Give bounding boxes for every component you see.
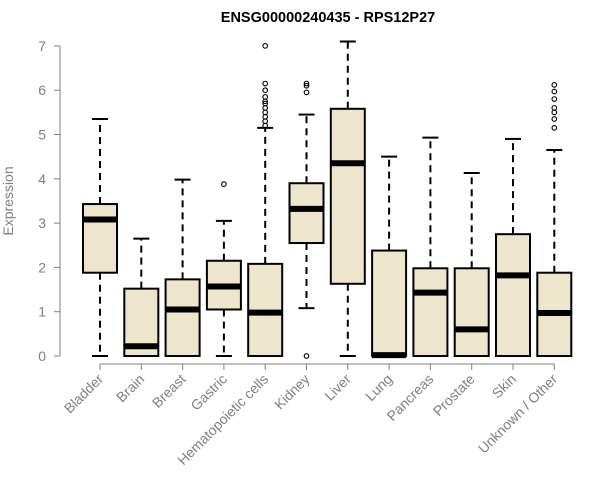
outlier-point: [221, 181, 227, 187]
chart-title: ENSG00000240435 - RPS12P27: [221, 10, 435, 26]
outlier-point: [551, 125, 558, 131]
box-group: [329, 40, 366, 357]
x-tick-label: Lung: [362, 371, 395, 404]
outlier-point: [262, 100, 269, 107]
box-group: [82, 117, 118, 357]
box-group: [371, 155, 408, 359]
y-axis-label: Expression: [0, 166, 16, 235]
boxes: [82, 40, 573, 359]
box-group: [164, 178, 201, 357]
outlier-point: [551, 105, 558, 111]
x-tick-label: Liver: [321, 371, 354, 404]
y-tick-label: 3: [38, 215, 46, 231]
box-group: [247, 43, 284, 357]
x-tick-label: Brain: [113, 371, 147, 405]
x-tick-label: Prostate: [430, 371, 478, 419]
outlier-point: [303, 89, 310, 96]
outlier-point: [262, 80, 269, 87]
y-tick-label: 4: [38, 171, 46, 187]
outlier-point: [262, 87, 269, 94]
box-group: [205, 181, 242, 357]
box-group: [123, 237, 160, 357]
outlier-point: [551, 88, 558, 95]
box-iqr: [453, 267, 490, 358]
box-iqr: [82, 203, 118, 274]
outlier-point: [303, 80, 310, 87]
box-group: [288, 80, 325, 359]
outlier-point: [551, 82, 558, 88]
outlier-point: [262, 43, 269, 49]
x-tick-label: Skin: [489, 371, 520, 402]
outlier-point: [551, 116, 558, 122]
outlier-point: [262, 93, 269, 100]
y-tick-label: 2: [38, 259, 46, 275]
box-iqr: [495, 233, 531, 357]
box-group: [453, 172, 490, 358]
box-group: [536, 82, 573, 357]
box-iqr: [329, 107, 366, 285]
outlier-point: [551, 96, 558, 102]
box-iqr: [371, 249, 408, 357]
y-tick-label: 6: [38, 82, 46, 98]
y-tick-label: 5: [38, 127, 46, 143]
y-tick-label: 0: [38, 348, 46, 364]
outlier-point: [303, 82, 310, 89]
outlier-point: [303, 353, 310, 359]
box-group: [495, 137, 531, 357]
x-tick-label: Bladder: [61, 371, 107, 417]
box-iqr: [164, 278, 201, 357]
x-tick-label: Kidney: [271, 371, 313, 413]
y-tick-label: 7: [38, 38, 46, 54]
box-iqr: [288, 182, 325, 245]
box-group: [412, 136, 449, 358]
box-iqr: [412, 267, 449, 358]
y-tick-label: 1: [38, 304, 46, 320]
x-tick-label: Breast: [149, 371, 189, 411]
